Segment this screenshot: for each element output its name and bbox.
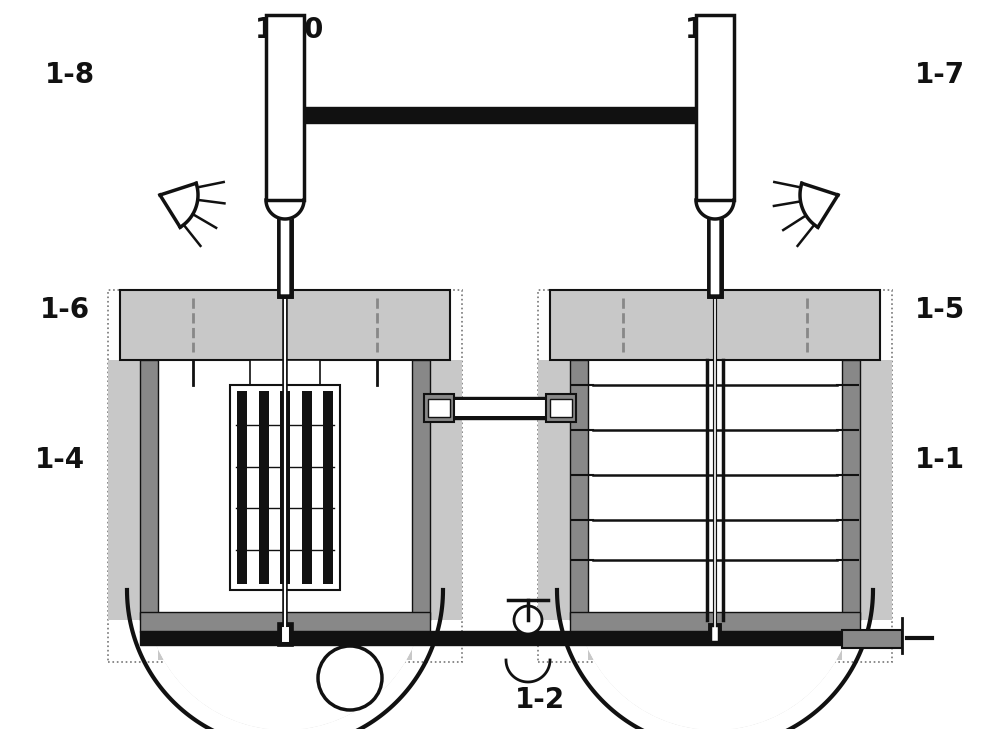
Bar [140, 612, 430, 632]
Bar [546, 394, 576, 422]
Bar [588, 590, 842, 660]
Bar [266, 15, 304, 200]
Text: 1-10: 1-10 [255, 16, 325, 44]
Bar [280, 391, 290, 584]
Bar [158, 590, 412, 660]
Text: 1-9: 1-9 [685, 16, 735, 44]
Bar [302, 391, 312, 584]
Text: 1-3: 1-3 [315, 686, 365, 714]
Circle shape [145, 450, 425, 729]
Bar [258, 391, 268, 584]
Bar [412, 360, 462, 620]
Bar [323, 391, 333, 584]
Bar [550, 399, 572, 417]
Circle shape [575, 450, 855, 729]
Bar [428, 399, 450, 417]
Bar [412, 360, 430, 620]
Text: 1-2: 1-2 [515, 686, 565, 714]
Bar [842, 360, 892, 620]
Polygon shape [800, 183, 838, 227]
Bar [538, 290, 892, 662]
Bar [108, 360, 158, 620]
Bar [570, 360, 588, 620]
Bar [108, 290, 462, 662]
Bar [237, 391, 247, 584]
Bar [842, 630, 902, 648]
Bar [842, 360, 860, 620]
Bar [538, 360, 588, 620]
Bar [140, 360, 158, 620]
Bar [140, 631, 860, 645]
Bar [270, 107, 730, 123]
Bar [570, 612, 860, 632]
Circle shape [514, 606, 542, 634]
Bar [444, 397, 556, 419]
Text: 1-6: 1-6 [40, 296, 90, 324]
Bar [448, 400, 552, 416]
Bar [550, 290, 880, 360]
Text: 1-8: 1-8 [45, 61, 95, 89]
Text: 1-5: 1-5 [915, 296, 965, 324]
Circle shape [145, 450, 425, 729]
Bar [120, 290, 450, 360]
Circle shape [575, 450, 855, 729]
Text: 1-4: 1-4 [35, 446, 85, 474]
Polygon shape [145, 590, 425, 729]
Bar [230, 385, 340, 590]
Bar [250, 360, 320, 390]
Polygon shape [160, 183, 198, 227]
Text: 1-1: 1-1 [915, 446, 965, 474]
Bar [424, 394, 454, 422]
Text: 1-7: 1-7 [915, 61, 965, 89]
Circle shape [318, 646, 382, 710]
Polygon shape [575, 590, 855, 729]
Bar [696, 15, 734, 200]
